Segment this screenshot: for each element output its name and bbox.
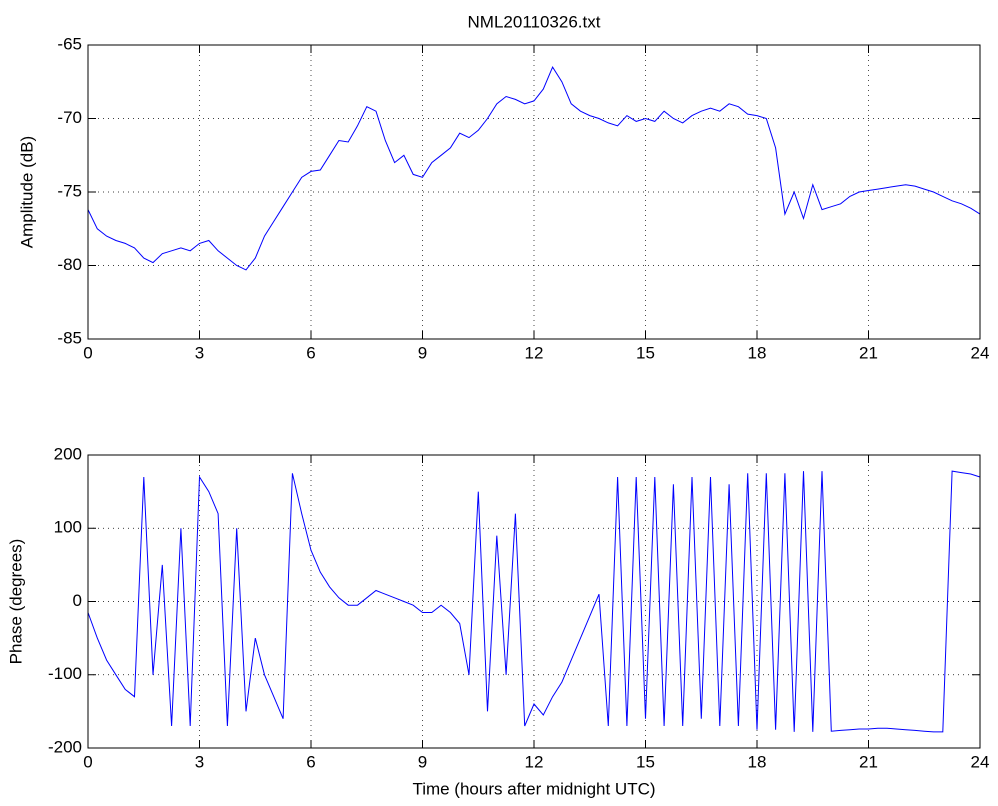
x-axis-label: Time (hours after midnight UTC) — [412, 779, 655, 798]
x-tick-label: 3 — [195, 752, 204, 771]
x-tick-label: 18 — [748, 752, 767, 771]
axes-box — [87, 44, 981, 340]
x-tick-label: 0 — [83, 343, 92, 362]
x-tick-label: 3 — [195, 343, 204, 362]
y-axis-label: Amplitude (dB) — [17, 136, 36, 248]
x-tick-label: 21 — [859, 752, 878, 771]
x-tick-label: 6 — [306, 343, 315, 362]
x-tick-label: 9 — [418, 752, 427, 771]
x-tick-label: 12 — [525, 752, 544, 771]
y-tick-label: -100 — [48, 664, 82, 683]
data-line — [87, 470, 981, 733]
y-tick-label: -85 — [57, 328, 82, 347]
chart-title: NML20110326.txt — [468, 12, 601, 31]
y-tick-label: -75 — [57, 181, 82, 200]
x-tick-label: 24 — [971, 343, 990, 362]
x-tick-label: 12 — [525, 343, 544, 362]
y-tick-label: -65 — [57, 34, 82, 53]
data-line — [87, 66, 981, 271]
x-tick-label: 21 — [859, 343, 878, 362]
y-tick-label: 100 — [54, 518, 82, 537]
axes-box — [87, 454, 981, 749]
x-tick-label: 24 — [971, 752, 990, 771]
x-tick-label: 18 — [748, 343, 767, 362]
x-tick-label: 0 — [83, 752, 92, 771]
x-tick-label: 6 — [306, 752, 315, 771]
y-tick-label: -80 — [57, 255, 82, 274]
x-tick-label: 9 — [418, 343, 427, 362]
y-tick-label: -70 — [57, 108, 82, 127]
y-tick-label: 200 — [54, 444, 82, 463]
x-tick-label: 15 — [636, 343, 655, 362]
x-tick-label: 15 — [636, 752, 655, 771]
y-axis-label: Phase (degrees) — [6, 539, 25, 665]
y-tick-label: 0 — [73, 591, 82, 610]
y-tick-label: -200 — [48, 737, 82, 756]
